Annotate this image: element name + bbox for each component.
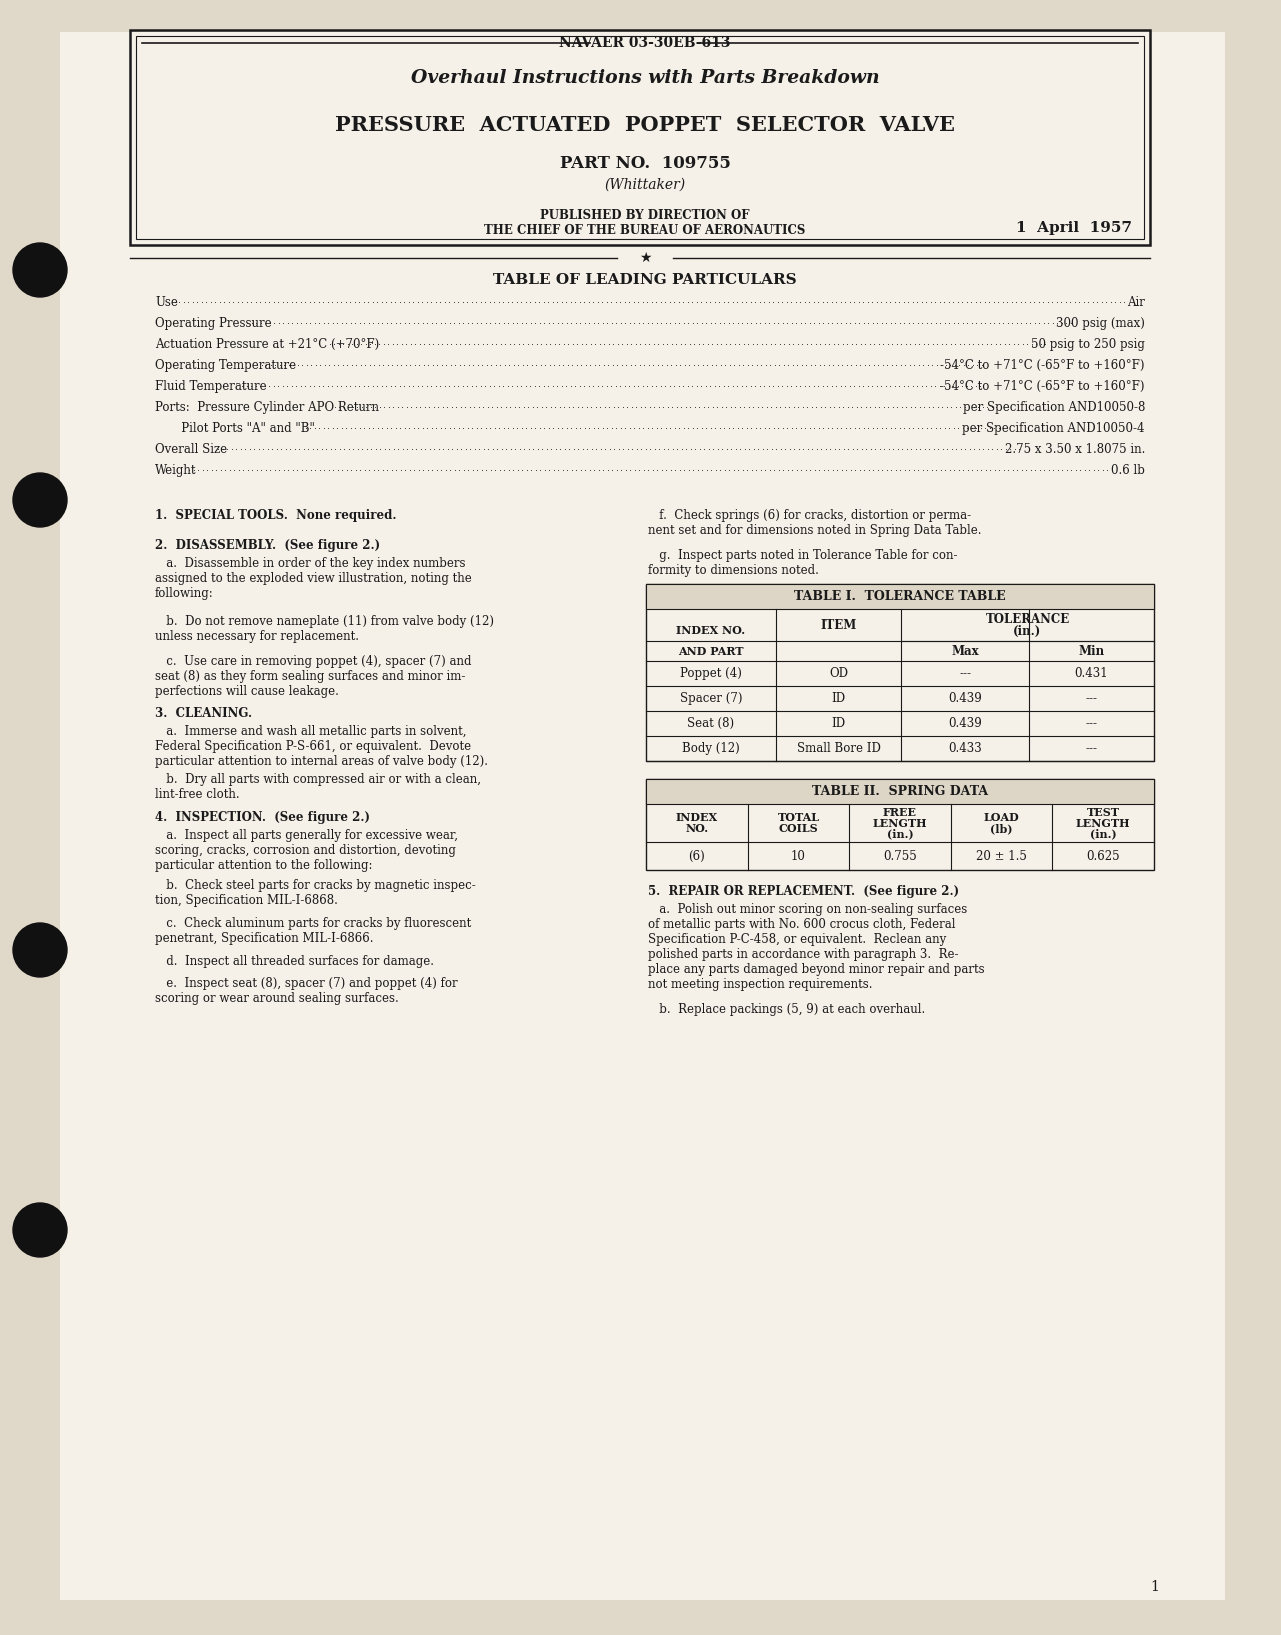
Text: Operating Pressure: Operating Pressure bbox=[155, 317, 272, 330]
Circle shape bbox=[13, 1203, 67, 1257]
Text: ID: ID bbox=[831, 692, 845, 705]
Text: -54°C to +71°C (-65°F to +160°F): -54°C to +71°C (-65°F to +160°F) bbox=[940, 379, 1145, 392]
Circle shape bbox=[13, 244, 67, 298]
Text: OD: OD bbox=[829, 667, 848, 680]
Text: ★: ★ bbox=[639, 252, 651, 265]
Text: Fluid Temperature: Fluid Temperature bbox=[155, 379, 266, 392]
Text: 5.  REPAIR OR REPLACEMENT.  (See figure 2.): 5. REPAIR OR REPLACEMENT. (See figure 2.… bbox=[648, 885, 959, 898]
Text: b.  Check steel parts for cracks by magnetic inspec-
tion, Specification MIL-I-6: b. Check steel parts for cracks by magne… bbox=[155, 880, 475, 907]
Text: a.  Inspect all parts generally for excessive wear,
scoring, cracks, corrosion a: a. Inspect all parts generally for exces… bbox=[155, 829, 459, 871]
Text: INDEX NO.: INDEX NO. bbox=[676, 625, 746, 636]
Text: a.  Disassemble in order of the key index numbers
assigned to the exploded view : a. Disassemble in order of the key index… bbox=[155, 558, 471, 600]
Text: 0.625: 0.625 bbox=[1086, 850, 1120, 863]
Text: THE CHIEF OF THE BUREAU OF AERONAUTICS: THE CHIEF OF THE BUREAU OF AERONAUTICS bbox=[484, 224, 806, 237]
Text: 1.  SPECIAL TOOLS.  None required.: 1. SPECIAL TOOLS. None required. bbox=[155, 508, 397, 522]
Circle shape bbox=[13, 924, 67, 978]
Text: PUBLISHED BY DIRECTION OF: PUBLISHED BY DIRECTION OF bbox=[541, 209, 749, 221]
Text: b.  Replace packings (5, 9) at each overhaul.: b. Replace packings (5, 9) at each overh… bbox=[648, 1002, 925, 1015]
Text: Air: Air bbox=[1127, 296, 1145, 309]
Bar bbox=[646, 778, 1154, 870]
Text: a.  Immerse and wash all metallic parts in solvent,
Federal Specification P-S-66: a. Immerse and wash all metallic parts i… bbox=[155, 724, 488, 768]
Text: ITEM: ITEM bbox=[820, 618, 857, 631]
Text: ID: ID bbox=[831, 718, 845, 729]
Text: (6): (6) bbox=[688, 850, 705, 863]
Text: Use: Use bbox=[155, 296, 178, 309]
Bar bbox=[136, 36, 1144, 239]
Bar bbox=[129, 29, 1150, 245]
Bar bbox=[646, 584, 1154, 760]
Text: ---: --- bbox=[1085, 718, 1098, 729]
Text: 10: 10 bbox=[790, 850, 806, 863]
Text: 300 psig (max): 300 psig (max) bbox=[1056, 317, 1145, 330]
Text: e.  Inspect seat (8), spacer (7) and poppet (4) for
scoring or wear around seali: e. Inspect seat (8), spacer (7) and popp… bbox=[155, 978, 457, 1006]
Text: NAVAER 03-30EB-613: NAVAER 03-30EB-613 bbox=[560, 36, 730, 51]
Text: Pilot Ports "A" and "B": Pilot Ports "A" and "B" bbox=[155, 422, 315, 435]
Text: Min: Min bbox=[1079, 644, 1104, 657]
Text: Seat (8): Seat (8) bbox=[688, 718, 734, 729]
Text: PRESSURE  ACTUATED  POPPET  SELECTOR  VALVE: PRESSURE ACTUATED POPPET SELECTOR VALVE bbox=[336, 114, 956, 136]
Text: d.  Inspect all threaded surfaces for damage.: d. Inspect all threaded surfaces for dam… bbox=[155, 955, 434, 968]
Text: Overall Size: Overall Size bbox=[155, 443, 227, 456]
Text: LENGTH: LENGTH bbox=[1076, 818, 1130, 829]
Text: COILS: COILS bbox=[779, 822, 819, 834]
Text: TABLE OF LEADING PARTICULARS: TABLE OF LEADING PARTICULARS bbox=[493, 273, 797, 288]
Text: NO.: NO. bbox=[685, 822, 708, 834]
Text: Poppet (4): Poppet (4) bbox=[680, 667, 742, 680]
Text: ---: --- bbox=[1085, 692, 1098, 705]
Text: 0.433: 0.433 bbox=[948, 742, 981, 755]
Text: a.  Polish out minor scoring on non-sealing surfaces
of metallic parts with No. : a. Polish out minor scoring on non-seali… bbox=[648, 903, 985, 991]
Text: 0.439: 0.439 bbox=[948, 718, 981, 729]
Text: g.  Inspect parts noted in Tolerance Table for con-
formity to dimensions noted.: g. Inspect parts noted in Tolerance Tabl… bbox=[648, 549, 957, 577]
Text: -54°C to +71°C (-65°F to +160°F): -54°C to +71°C (-65°F to +160°F) bbox=[940, 358, 1145, 371]
Text: 4.  INSPECTION.  (See figure 2.): 4. INSPECTION. (See figure 2.) bbox=[155, 811, 370, 824]
Text: TEST: TEST bbox=[1086, 806, 1120, 818]
Text: 3.  CLEANING.: 3. CLEANING. bbox=[155, 706, 252, 719]
Text: TOLERANCE: TOLERANCE bbox=[985, 613, 1070, 626]
Text: per Specification AND10050-8: per Specification AND10050-8 bbox=[962, 401, 1145, 414]
Text: 0.6 lb: 0.6 lb bbox=[1111, 463, 1145, 476]
Text: 2.  DISASSEMBLY.  (See figure 2.): 2. DISASSEMBLY. (See figure 2.) bbox=[155, 540, 380, 553]
Text: ---: --- bbox=[1085, 742, 1098, 755]
Text: Spacer (7): Spacer (7) bbox=[680, 692, 742, 705]
Text: 0.755: 0.755 bbox=[883, 850, 917, 863]
Text: Max: Max bbox=[952, 644, 979, 657]
Bar bbox=[646, 584, 1154, 608]
Text: Small Bore ID: Small Bore ID bbox=[797, 742, 880, 755]
Text: Ports:  Pressure Cylinder APO Return: Ports: Pressure Cylinder APO Return bbox=[155, 401, 379, 414]
Text: TABLE II.  SPRING DATA: TABLE II. SPRING DATA bbox=[812, 785, 988, 798]
Text: Weight: Weight bbox=[155, 463, 196, 476]
Text: PART NO.  109755: PART NO. 109755 bbox=[560, 154, 730, 172]
Text: b.  Dry all parts with compressed air or with a clean,
lint-free cloth.: b. Dry all parts with compressed air or … bbox=[155, 773, 480, 801]
Text: 0.439: 0.439 bbox=[948, 692, 981, 705]
Text: FREE: FREE bbox=[883, 806, 917, 818]
Bar bbox=[646, 778, 1154, 804]
Text: 0.431: 0.431 bbox=[1075, 667, 1108, 680]
Text: Operating Temperature: Operating Temperature bbox=[155, 358, 296, 371]
Circle shape bbox=[13, 473, 67, 526]
Text: TABLE I.  TOLERANCE TABLE: TABLE I. TOLERANCE TABLE bbox=[794, 590, 1006, 603]
Text: c.  Use care in removing poppet (4), spacer (7) and
seat (8) as they form sealin: c. Use care in removing poppet (4), spac… bbox=[155, 656, 471, 698]
Text: f.  Check springs (6) for cracks, distortion or perma-
nent set and for dimensio: f. Check springs (6) for cracks, distort… bbox=[648, 508, 981, 536]
Text: (in.): (in.) bbox=[1090, 829, 1117, 839]
Text: TOTAL: TOTAL bbox=[778, 813, 820, 822]
Text: 50 psig to 250 psig: 50 psig to 250 psig bbox=[1031, 337, 1145, 350]
Text: Actuation Pressure at +21°C (+70°F): Actuation Pressure at +21°C (+70°F) bbox=[155, 337, 379, 350]
Text: (lb): (lb) bbox=[990, 822, 1013, 834]
Text: (in.): (in.) bbox=[1013, 625, 1041, 638]
Text: per Specification AND10050-4: per Specification AND10050-4 bbox=[962, 422, 1145, 435]
Text: (in.): (in.) bbox=[886, 829, 913, 839]
Text: Overhaul Instructions with Parts Breakdown: Overhaul Instructions with Parts Breakdo… bbox=[411, 69, 879, 87]
Text: 1  April  1957: 1 April 1957 bbox=[1016, 221, 1132, 235]
Text: (Whittaker): (Whittaker) bbox=[605, 178, 685, 191]
Text: 1: 1 bbox=[1150, 1579, 1159, 1594]
Text: 20 ± 1.5: 20 ± 1.5 bbox=[976, 850, 1027, 863]
Text: ---: --- bbox=[959, 667, 971, 680]
Text: INDEX: INDEX bbox=[676, 813, 717, 822]
Text: LENGTH: LENGTH bbox=[872, 818, 927, 829]
Text: LOAD: LOAD bbox=[984, 813, 1020, 822]
Text: AND PART: AND PART bbox=[678, 646, 744, 657]
Text: c.  Check aluminum parts for cracks by fluorescent
penetrant, Specification MIL-: c. Check aluminum parts for cracks by fl… bbox=[155, 917, 471, 945]
Text: b.  Do not remove nameplate (11) from valve body (12)
unless necessary for repla: b. Do not remove nameplate (11) from val… bbox=[155, 615, 494, 643]
Text: Body (12): Body (12) bbox=[681, 742, 740, 755]
Text: 2.75 x 3.50 x 1.8075 in.: 2.75 x 3.50 x 1.8075 in. bbox=[1004, 443, 1145, 456]
